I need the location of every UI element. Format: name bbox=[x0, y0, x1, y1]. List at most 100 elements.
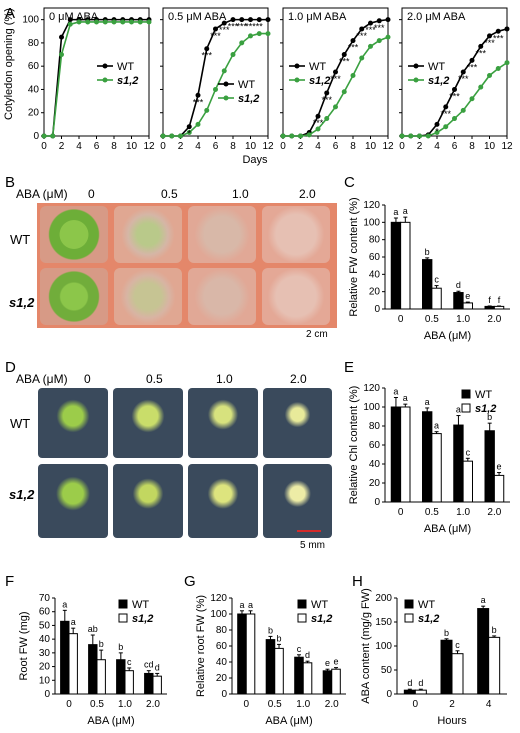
legend-label-wt: WT bbox=[309, 61, 326, 73]
x-tick-label: 1.0 bbox=[456, 507, 470, 518]
bar-s12 bbox=[431, 433, 442, 503]
data-point-s12 bbox=[408, 133, 414, 139]
y-tick-label: 200 bbox=[375, 593, 392, 604]
data-point-s12 bbox=[333, 104, 338, 110]
panel-b-photo bbox=[37, 203, 337, 328]
data-point-wt bbox=[204, 46, 210, 52]
x-axis-label: Hours bbox=[437, 715, 467, 727]
chart-subtitle: 1.0 μM ABA bbox=[288, 11, 347, 23]
x-tick-label: 0 bbox=[399, 141, 405, 152]
data-point-s12 bbox=[50, 133, 56, 139]
panel-a-ylabel: Cotyledon opening (%) bbox=[3, 8, 15, 120]
y-tick-label: 100 bbox=[22, 15, 39, 26]
panel-letter-g: G bbox=[184, 573, 196, 590]
plate-wt-20 bbox=[262, 206, 330, 263]
bar-s12 bbox=[462, 302, 473, 310]
x-tick-label: 2 bbox=[59, 141, 65, 152]
data-point-wt bbox=[504, 26, 510, 32]
data-point-wt bbox=[452, 86, 457, 92]
data-point-wt bbox=[495, 28, 501, 34]
legend-marker bbox=[294, 77, 300, 83]
y-tick-label: 60 bbox=[369, 252, 381, 263]
y-tick-label: 0 bbox=[221, 689, 227, 700]
significance-letter: b bbox=[492, 625, 497, 635]
data-point-wt bbox=[469, 57, 475, 63]
data-point-s12 bbox=[368, 43, 373, 49]
bar-wt bbox=[390, 406, 402, 503]
data-point-s12 bbox=[478, 84, 484, 90]
data-point-s12 bbox=[341, 89, 347, 95]
data-point-wt bbox=[315, 113, 321, 119]
x-tick-label: 0.5 bbox=[425, 507, 439, 518]
bar-s12 bbox=[493, 474, 505, 503]
panel-letter-e: E bbox=[344, 359, 354, 376]
panel-d-row-s12: s1,2 bbox=[9, 487, 35, 502]
panel-b-row-wt: WT bbox=[10, 232, 31, 247]
data-point-s12 bbox=[85, 19, 91, 25]
data-point-s12 bbox=[495, 66, 501, 72]
bar-s12 bbox=[414, 689, 427, 695]
bar-wt bbox=[453, 424, 464, 503]
panel-b-aba-label: ABA (μM) bbox=[16, 187, 68, 201]
y-axis-label: Relative FW content (%) bbox=[348, 197, 360, 316]
legend-swatch-s12 bbox=[461, 403, 471, 413]
significance-letter: b bbox=[118, 642, 123, 652]
x-tick-label: 4 bbox=[76, 141, 82, 152]
significance-marker: *** bbox=[313, 118, 324, 128]
y-tick-label: 70 bbox=[39, 593, 51, 604]
scale-bar bbox=[297, 530, 321, 532]
significance-marker: *** bbox=[475, 48, 486, 58]
x-tick-label: 1.0 bbox=[456, 314, 470, 325]
x-tick-label: 2 bbox=[298, 141, 304, 152]
bar-wt bbox=[294, 656, 304, 695]
panel-d-conc-10: 1.0 bbox=[216, 372, 233, 386]
bar-s12 bbox=[68, 633, 78, 695]
y-tick-label: 80 bbox=[28, 38, 40, 49]
significance-marker: * bbox=[187, 129, 191, 139]
significance-letter: a bbox=[481, 595, 486, 605]
x-tick-label: 0 bbox=[243, 699, 249, 710]
significance-letter: a bbox=[425, 397, 430, 407]
y-tick-label: 120 bbox=[210, 593, 227, 604]
x-tick-label: 8 bbox=[469, 141, 475, 152]
bar-chart-g: 0 20 40 60 80 100 120 0 a a 0.5 bb 1.0 cd 2.0 e e ABA (μM… bbox=[195, 593, 346, 727]
significance-letter: a bbox=[456, 405, 461, 415]
y-tick-label: 100 bbox=[363, 217, 380, 228]
significance-letter: b bbox=[487, 412, 492, 422]
panel-a: Cotyledon opening (%)0 2 4 6 8 10 120204060801… bbox=[3, 7, 513, 166]
y-tick-label: 60 bbox=[28, 61, 40, 72]
significance-marker: *** bbox=[330, 74, 341, 84]
data-point-s12 bbox=[195, 121, 201, 127]
x-axis-label: ABA (μM) bbox=[424, 523, 471, 535]
bar-s12 bbox=[274, 647, 284, 695]
y-tick-label: 50 bbox=[39, 620, 51, 631]
y-tick-label: 40 bbox=[369, 459, 381, 470]
y-tick-label: 100 bbox=[210, 609, 227, 620]
bar-s12 bbox=[431, 287, 442, 310]
bar-wt bbox=[422, 259, 433, 310]
panel-letter-b: B bbox=[5, 174, 15, 191]
data-point-wt bbox=[195, 92, 201, 98]
y-tick-label: 20 bbox=[216, 673, 228, 684]
x-tick-label: 4 bbox=[434, 141, 440, 152]
data-point-s12 bbox=[76, 19, 82, 25]
data-point-s12 bbox=[186, 130, 192, 136]
x-tick-label: 4 bbox=[195, 141, 201, 152]
significance-marker: *** bbox=[365, 25, 376, 35]
y-tick-label: 80 bbox=[216, 625, 228, 636]
data-point-s12 bbox=[324, 116, 330, 122]
panel-d-aba-label: ABA (μM) bbox=[16, 372, 68, 386]
plate-s12-20 bbox=[262, 268, 330, 325]
seedling-s12-10 bbox=[188, 464, 258, 538]
significance-letter: b bbox=[425, 247, 430, 257]
data-point-s12 bbox=[359, 55, 365, 61]
x-axis-label: ABA (μM) bbox=[87, 715, 134, 727]
data-point-wt bbox=[350, 38, 356, 44]
bar-s12 bbox=[462, 460, 473, 503]
legend-marker bbox=[102, 63, 108, 69]
data-point-s12 bbox=[102, 19, 108, 25]
significance-marker: *** bbox=[374, 23, 385, 33]
data-point-s12 bbox=[443, 124, 449, 130]
